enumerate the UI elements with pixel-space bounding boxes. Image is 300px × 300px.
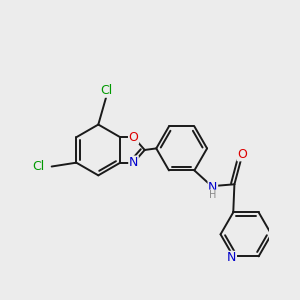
- Text: Cl: Cl: [32, 160, 45, 173]
- Text: Cl: Cl: [100, 84, 112, 97]
- Text: N: N: [227, 251, 236, 264]
- Text: H: H: [209, 190, 217, 200]
- Text: N: N: [208, 181, 218, 194]
- Text: N: N: [129, 156, 138, 169]
- Text: O: O: [237, 148, 247, 161]
- Text: O: O: [129, 131, 139, 144]
